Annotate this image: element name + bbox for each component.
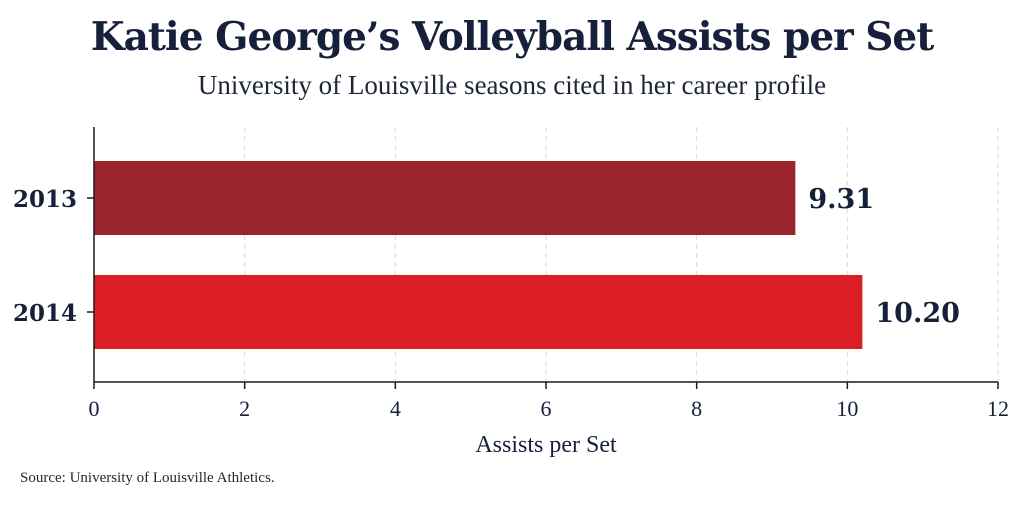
labels: 0 2 4 6 8 10 12 2013 9.31 2014 10.20 xyxy=(13,184,1009,421)
x-tick-label: 12 xyxy=(987,396,1009,421)
chart-title: Katie George’s Volleyball Assists per Se… xyxy=(90,14,935,60)
x-tick-label: 6 xyxy=(541,396,552,421)
bar-value-label: 9.31 xyxy=(808,184,874,215)
chart-subtitle: University of Louisville seasons cited i… xyxy=(197,70,827,100)
x-tick-label: 10 xyxy=(836,396,858,421)
x-axis-title: Assists per Set xyxy=(475,432,617,458)
bars xyxy=(94,161,863,349)
y-tick-label: 2014 xyxy=(13,300,77,327)
y-tick-label: 2013 xyxy=(13,186,77,213)
x-tick-label: 8 xyxy=(691,396,702,421)
bar-2013 xyxy=(94,161,796,235)
x-tick-label: 2 xyxy=(239,396,250,421)
x-tick-label: 0 xyxy=(89,396,100,421)
x-tick-label: 4 xyxy=(390,396,401,421)
bar-2014 xyxy=(94,275,863,349)
source-note: Source: University of Louisville Athleti… xyxy=(20,470,275,486)
gridlines xyxy=(244,127,999,382)
bar-value-label: 10.20 xyxy=(875,298,960,329)
